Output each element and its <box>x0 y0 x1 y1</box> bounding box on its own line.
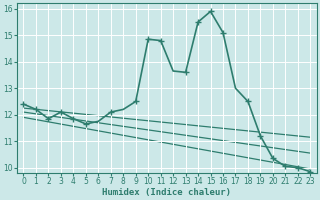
X-axis label: Humidex (Indice chaleur): Humidex (Indice chaleur) <box>102 188 231 197</box>
